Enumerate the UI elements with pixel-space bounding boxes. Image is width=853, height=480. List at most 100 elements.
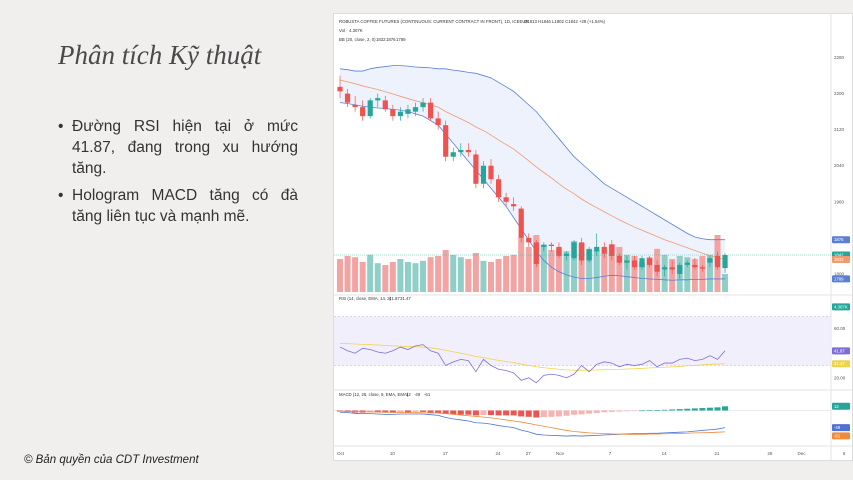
price-tag — [832, 275, 850, 283]
slide-title: Phân tích Kỹ thuật — [58, 40, 262, 70]
macd-histogram-bar — [714, 407, 721, 411]
macd-histogram-bar — [374, 410, 381, 413]
candle-body — [397, 111, 403, 117]
time-axis-tick: 24 — [496, 451, 502, 456]
volume-bar — [495, 259, 502, 292]
price-axis-tick: 1960 — [834, 199, 845, 204]
macd-histogram-bar — [593, 410, 600, 413]
macd-histogram-bar — [480, 410, 487, 416]
bb-lower-value: 1789 — [396, 37, 406, 42]
rsi-ma-value: 31.47 — [400, 296, 411, 301]
bollinger-band-fill — [340, 65, 726, 281]
volume-bar — [427, 257, 434, 292]
volume-bar — [623, 254, 630, 292]
volume-bar — [669, 259, 676, 292]
macd-histogram-bar — [661, 409, 668, 411]
volume-bar — [344, 256, 351, 292]
candle-body — [624, 260, 630, 263]
macd-histogram-bar — [616, 410, 623, 412]
macd-histogram-bar — [337, 410, 343, 412]
macd-histogram-bar — [435, 410, 442, 413]
price-tag-label: 1842 — [834, 253, 844, 258]
rsi-tag — [832, 347, 850, 355]
time-axis-tick: 27 — [526, 451, 532, 456]
rsi-axis-tick: 20.00 — [834, 375, 846, 380]
candle-body — [428, 102, 434, 119]
bb-upper-value: 1876 — [386, 37, 396, 42]
volume-bar — [359, 262, 366, 292]
macd-histogram-bar — [367, 410, 374, 413]
candle-body — [631, 260, 638, 268]
macd-histogram-bar — [586, 410, 593, 414]
volume-bar — [465, 259, 472, 292]
rsi-ma-line — [339, 342, 726, 371]
macd-histogram-bar — [389, 410, 396, 413]
macd-histogram-bar — [571, 410, 578, 415]
volume-bar — [608, 244, 615, 292]
macd-histogram-bar — [623, 410, 630, 412]
macd-histogram-bar — [608, 410, 615, 412]
volume-bar — [578, 242, 585, 292]
candle-body — [382, 100, 388, 110]
time-axis-tick: 6 — [843, 451, 846, 456]
macd-histogram-bar — [488, 410, 494, 416]
volume-bar — [503, 256, 510, 292]
candle-body — [677, 264, 683, 274]
volume-bar — [593, 250, 600, 292]
macd-histogram-bar — [691, 408, 698, 411]
macd-histogram-bar — [563, 410, 570, 416]
macd-histogram-bar — [533, 410, 540, 418]
bb-basis-value: 1832 — [376, 37, 386, 42]
bollinger-basis-line — [339, 79, 726, 260]
price-tag-label: 1876 — [834, 237, 844, 242]
candle-body — [692, 264, 698, 268]
volume-bar — [457, 257, 464, 292]
candle-body — [412, 107, 419, 112]
time-axis-tick: 14 — [662, 451, 668, 456]
macd-histogram-bar — [397, 410, 404, 413]
price-axis-tick: 2040 — [834, 163, 845, 168]
bollinger-upper-line — [339, 65, 726, 241]
bb-label: BB (20, close, 2, 0) — [339, 37, 376, 42]
volume-bar — [337, 259, 343, 292]
macd-histogram-bar — [412, 410, 419, 412]
volume-bar — [563, 251, 570, 292]
macd-histogram-bar — [669, 409, 676, 411]
volume-bar — [397, 259, 404, 292]
candle-body — [511, 204, 517, 207]
bollinger-lower-line — [339, 102, 726, 281]
candle-body — [586, 249, 592, 261]
volume-bar — [571, 241, 578, 292]
volume-bar — [684, 257, 691, 292]
candle-body — [684, 262, 690, 265]
price-tag — [832, 236, 850, 244]
candle-body — [722, 255, 728, 269]
rsi-tag-label: 41.87 — [834, 348, 845, 353]
price-tag-label: 4.307K — [834, 304, 848, 309]
macd-histogram-bar — [420, 410, 427, 412]
macd-tag — [832, 402, 850, 410]
macd-hist-value: 12 — [406, 392, 411, 397]
macd-histogram-bar — [699, 408, 706, 411]
rsi-tag-label: 31.47 — [834, 361, 845, 366]
candle-body — [518, 208, 524, 238]
price-axis-tick: 2200 — [834, 91, 845, 96]
volume-bar — [374, 263, 381, 292]
volume-label: Vol — [339, 28, 345, 33]
candle-body — [495, 179, 502, 198]
volume-bar — [706, 254, 713, 292]
candle-body — [571, 242, 577, 259]
volume-value: 4.307K — [349, 28, 363, 33]
candle-body — [601, 246, 607, 254]
candle-body — [367, 100, 373, 117]
rsi-tag — [832, 360, 850, 368]
candle-body — [420, 102, 426, 108]
volume-bar — [616, 247, 623, 292]
bullet-list: Đường RSI hiện tại ở mức 41.87, đang tro… — [58, 116, 298, 233]
candle-body — [699, 267, 705, 269]
time-axis-tick: Oct — [337, 451, 345, 456]
chart-canvas: ROBUSTA COFFEE FUTURES (CONTINUOUS: CURR… — [334, 14, 852, 460]
macd-histogram-bar — [472, 410, 479, 416]
macd-histogram-bar — [601, 410, 608, 413]
volume-bar — [435, 256, 442, 292]
